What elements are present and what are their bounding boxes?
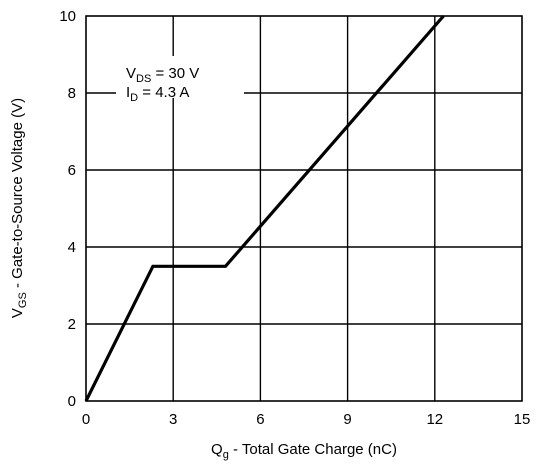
- x-axis-label: Qg - Total Gate Charge (nC): [211, 441, 397, 461]
- annotation-vds: VDS = 30 V: [126, 65, 199, 85]
- x-tick-label: 9: [343, 411, 351, 428]
- y-tick-label: 6: [68, 162, 76, 179]
- series-line-0: [84, 14, 445, 402]
- annotation-box: VDS = 30 V ID = 4.3 A: [116, 56, 244, 104]
- annotation-id-subscript: D: [130, 92, 138, 104]
- x-axis-label-subscript: g: [223, 449, 229, 461]
- x-tick-label: 0: [82, 411, 90, 428]
- data-layer: [84, 14, 445, 402]
- x-axis-label-text: - Total Gate Charge (nC): [229, 441, 397, 458]
- annotation-id-text: = 4.3 A: [138, 84, 189, 101]
- y-tick-label: 0: [68, 393, 76, 410]
- annotation-vds-symbol: V: [126, 65, 136, 82]
- x-tick-label: 6: [256, 411, 264, 428]
- plot-frame: [85, 15, 523, 402]
- annotation-id-symbol: I: [126, 84, 130, 101]
- y-tick-label: 8: [68, 85, 76, 102]
- y-axis-label-text: - Gate-to-Source Voltage (V): [9, 98, 26, 292]
- y-tick-label: 4: [68, 239, 76, 256]
- annotation-vds-subscript: DS: [136, 73, 151, 85]
- annotation-vds-text: = 30 V: [151, 65, 199, 82]
- annotation-background: [116, 56, 244, 98]
- x-axis-label-symbol: Q: [211, 441, 223, 458]
- grid-layer: [86, 16, 522, 401]
- annotation-id: ID = 4.3 A: [126, 84, 189, 104]
- y-axis-label: VGS - Gate-to-Source Voltage (V): [9, 98, 29, 318]
- y-tick-label: 10: [59, 8, 76, 25]
- y-axis-label-symbol: V: [9, 308, 26, 318]
- x-tick-label: 15: [514, 411, 531, 428]
- x-tick-label: 12: [426, 411, 443, 428]
- axis-layer: 0 3 6 9 12 15 0 2 4 6 8 10: [59, 8, 530, 428]
- y-tick-label: 2: [68, 316, 76, 333]
- y-axis-label-subscript: GS: [17, 292, 29, 308]
- x-tick-label: 3: [169, 411, 177, 428]
